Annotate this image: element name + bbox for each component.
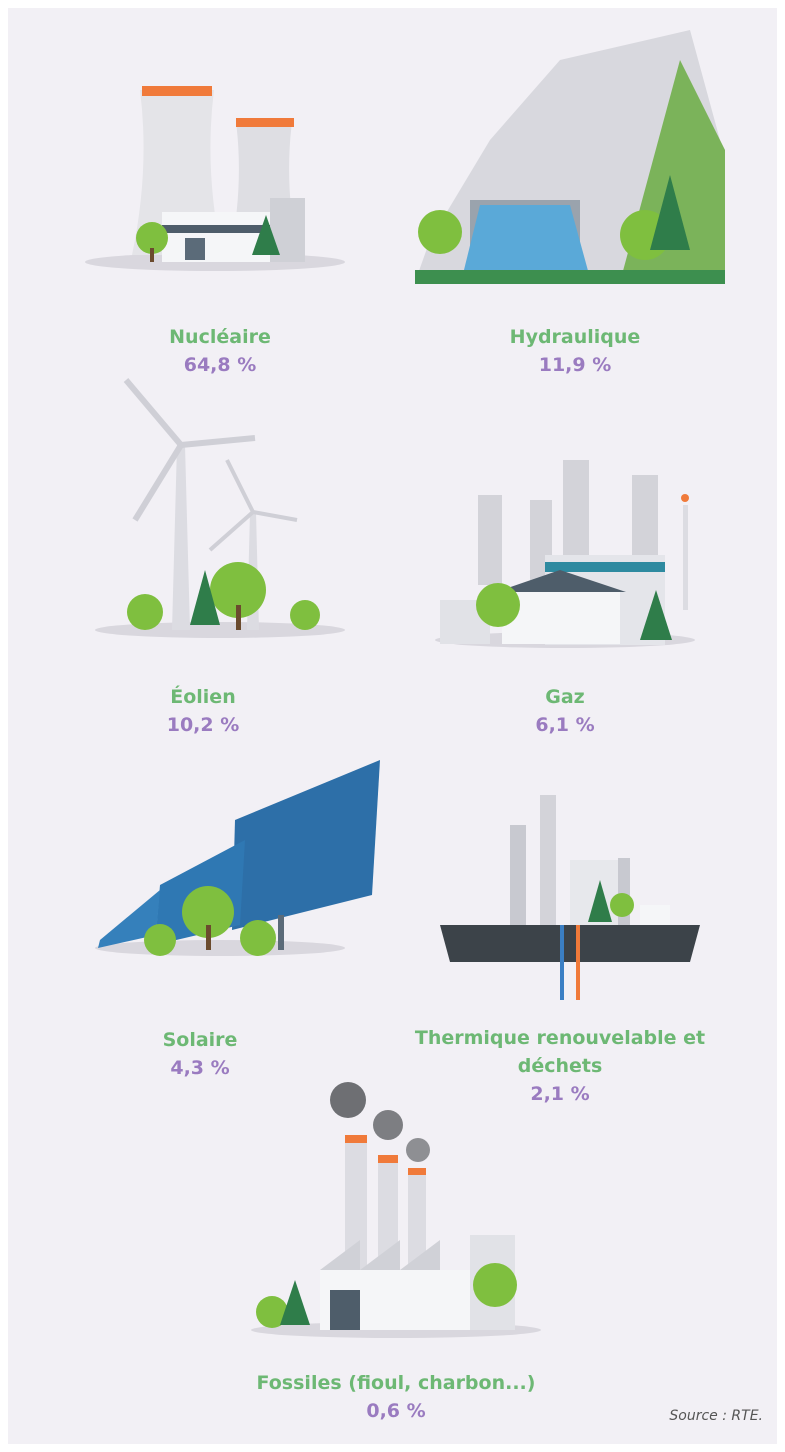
hydro-item: Hydraulique 11,9 %	[475, 323, 675, 379]
value: 4,3 %	[100, 1054, 300, 1082]
label: Solaire	[100, 1026, 300, 1054]
value: 2,1 %	[405, 1080, 715, 1108]
label: Thermique renouvelable et déchets	[405, 1024, 715, 1080]
thermal-item: Thermique renouvelable et déchets 2,1 %	[405, 1024, 715, 1108]
wind-item: Éolien 10,2 %	[103, 683, 303, 739]
value: 11,9 %	[475, 351, 675, 379]
nuclear-illustration	[85, 86, 345, 271]
value: 0,6 %	[226, 1397, 566, 1425]
thermal-illustration	[440, 795, 700, 1000]
label: Hydraulique	[475, 323, 675, 351]
page: {"items": [ {"label": "Nucléaire", "valu…	[0, 0, 785, 1452]
fossil-item: Fossiles (fioul, charbon...) 0,6 %	[226, 1369, 566, 1425]
label: Fossiles (fioul, charbon...)	[226, 1369, 566, 1397]
solar-item: Solaire 4,3 %	[100, 1026, 300, 1082]
gas-illustration	[435, 460, 695, 648]
value: 10,2 %	[103, 711, 303, 739]
hydro-illustration	[415, 30, 725, 284]
label: Gaz	[465, 683, 665, 711]
label: Nucléaire	[120, 323, 320, 351]
fossil-illustration	[251, 1082, 541, 1338]
nuclear-item: Nucléaire 64,8 %	[120, 323, 320, 379]
value: 64,8 %	[120, 351, 320, 379]
label: Éolien	[103, 683, 303, 711]
solar-illustration	[95, 760, 380, 956]
source-note: Source : RTE.	[669, 1408, 763, 1424]
value: 6,1 %	[465, 711, 665, 739]
gas-item: Gaz 6,1 %	[465, 683, 665, 739]
wind-illustration	[95, 380, 345, 638]
